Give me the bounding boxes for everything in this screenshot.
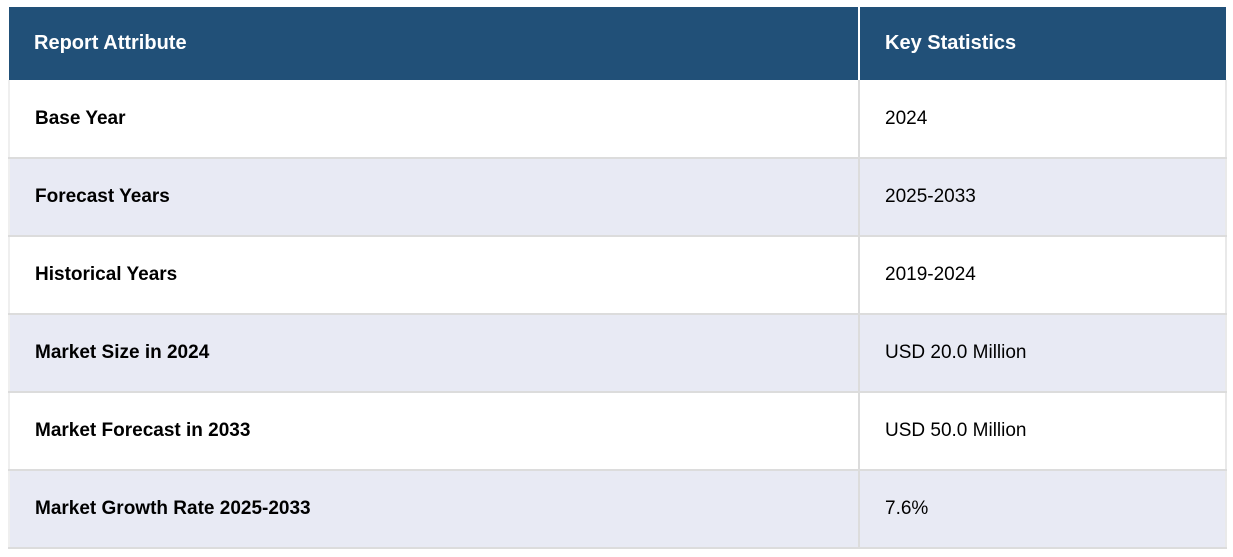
key-statistic-cell: 7.6% (859, 470, 1227, 549)
report-attribute-cell: Market Size in 2024 (8, 314, 860, 393)
report-attribute-cell: Forecast Years (8, 158, 860, 237)
header-row: Report Attribute Key Statistics (9, 7, 1226, 80)
col-header-key-statistics: Key Statistics (859, 7, 1226, 80)
key-statistic-cell: 2025-2033 (859, 158, 1227, 237)
report-attribute-cell: Historical Years (8, 236, 860, 315)
table-row: Forecast Years 2025-2033 (8, 158, 1227, 237)
table-row: Historical Years 2019-2024 (8, 236, 1227, 315)
report-attributes-table: Report Attribute Key Statistics Base Yea… (8, 7, 1227, 549)
report-attribute-cell: Market Growth Rate 2025-2033 (8, 470, 860, 549)
report-attribute-cell: Base Year (8, 80, 860, 159)
col-header-report-attribute: Report Attribute (9, 7, 860, 80)
table-row: Base Year 2024 (8, 80, 1227, 159)
table-body: Base Year 2024 Forecast Years 2025-2033 Hist… (8, 80, 1227, 549)
table-row: Market Forecast in 2033 USD 50.0 Million (8, 392, 1227, 471)
key-statistic-cell: USD 20.0 Million (859, 314, 1227, 393)
key-statistic-cell: USD 50.0 Million (859, 392, 1227, 471)
table-row: Market Size in 2024 USD 20.0 Million (8, 314, 1227, 393)
key-statistic-cell: 2024 (859, 80, 1227, 159)
report-attribute-cell: Market Forecast in 2033 (8, 392, 860, 471)
table-row: Market Growth Rate 2025-2033 7.6% (8, 470, 1227, 549)
key-statistic-cell: 2019-2024 (859, 236, 1227, 315)
